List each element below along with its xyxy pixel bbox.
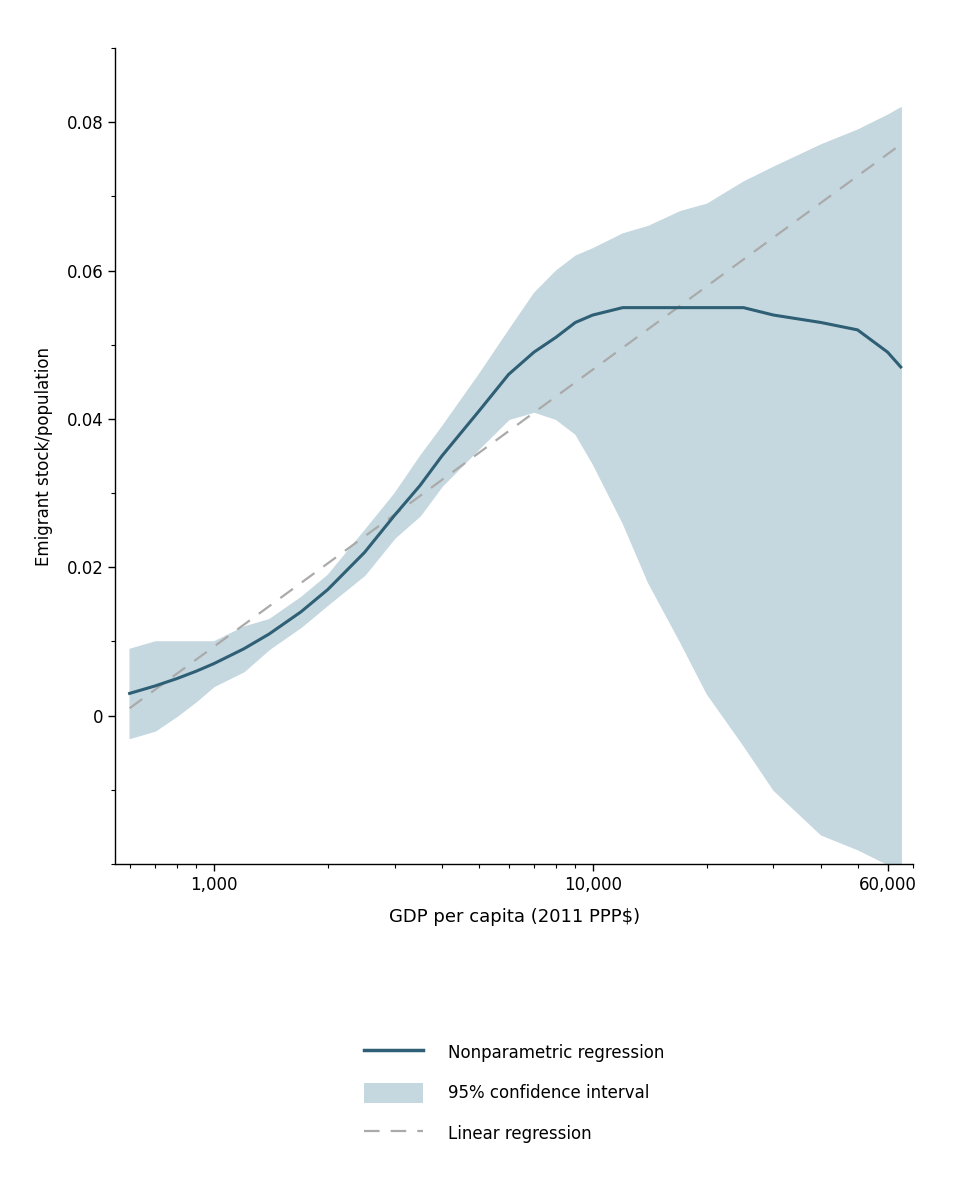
Y-axis label: Emigrant stock/population: Emigrant stock/population <box>35 347 53 565</box>
X-axis label: GDP per capita (2011 PPP$): GDP per capita (2011 PPP$) <box>388 907 640 925</box>
Legend: Nonparametric regression, 95% confidence interval, Linear regression: Nonparametric regression, 95% confidence… <box>357 1036 671 1150</box>
